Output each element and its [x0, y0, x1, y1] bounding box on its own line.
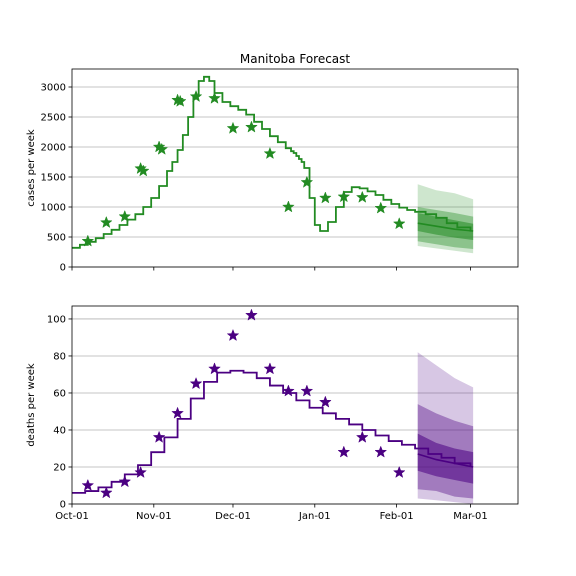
deaths-observed-point — [208, 362, 221, 375]
deaths-panel: 0 20 40 60 80 100 Oct-01 Nov-01 Dec-01 Jan-01 Feb-… — [26, 305, 519, 522]
deaths-observed-point — [189, 377, 203, 390]
deaths-observed-point — [318, 395, 332, 408]
deaths-observed-point — [118, 475, 132, 488]
deaths-plot-frame — [71, 305, 519, 505]
chart-title: Manitoba Forecast — [240, 52, 351, 66]
deaths-model-line — [72, 369, 472, 494]
cases-y-axis-label: cases per week — [26, 129, 37, 207]
cases-observed-point — [337, 190, 351, 203]
cases-observed-point — [245, 120, 258, 133]
deaths-observed-point — [300, 384, 314, 397]
deaths-x-tick-label: Jan-01 — [298, 511, 331, 522]
cases-observed-point — [81, 234, 95, 247]
deaths-observed-point — [282, 384, 295, 397]
cases-plot-frame — [71, 68, 519, 268]
cases-observed-point — [300, 175, 314, 188]
cases-observed-point — [208, 91, 221, 104]
deaths-observed-point — [245, 308, 258, 321]
cases-observed-point — [374, 201, 388, 214]
deaths-y-tick-label: 40 — [53, 425, 66, 436]
deaths-y-tick-label: 80 — [53, 351, 66, 362]
deaths-x-tick-label: Dec-01 — [215, 511, 251, 522]
deaths-observed-point — [226, 328, 240, 342]
cases-observed-point — [318, 191, 332, 204]
deaths-observed-point — [152, 430, 166, 443]
cases-observed-point — [155, 142, 169, 155]
cases-observed-point — [99, 215, 113, 229]
deaths-observed-point — [337, 445, 351, 458]
deaths-observed-point — [374, 445, 388, 458]
deaths-forecast-median-line — [417, 453, 474, 468]
deaths-observed-point — [99, 486, 113, 499]
cases-observed-point — [263, 146, 277, 160]
cases-observed-point — [355, 190, 369, 203]
cases-forecast-median-line — [417, 222, 474, 232]
deaths-x-tick-label: Mar-01 — [453, 511, 488, 522]
deaths-y-tick-label: 100 — [47, 314, 66, 325]
deaths-observed-point — [134, 465, 147, 478]
deaths-y-tick-label: 20 — [53, 462, 66, 473]
deaths-observed-point — [355, 430, 369, 443]
deaths-y-tick-label: 0 — [60, 500, 66, 511]
deaths-observed-point — [263, 362, 277, 375]
deaths-y-tick-label: 60 — [53, 388, 66, 399]
cases-y-tick-label: 1000 — [41, 203, 66, 214]
deaths-observed-point — [392, 465, 406, 478]
cases-observed-point — [173, 94, 187, 107]
deaths-x-tick-label: Feb-01 — [380, 511, 414, 522]
cases-y-tick-label: 2000 — [41, 143, 66, 154]
cases-y-tick-label: 500 — [47, 233, 66, 244]
cases-observed-point — [392, 217, 406, 230]
cases-y-tick-label: 1500 — [41, 173, 66, 184]
cases-observed-point — [118, 209, 132, 223]
cases-observed-point — [226, 121, 240, 134]
cases-y-tick-label: 2500 — [41, 113, 66, 124]
cases-model-line — [72, 75, 472, 249]
cases-observed-point — [282, 200, 295, 213]
deaths-x-tick-label: Nov-01 — [136, 511, 172, 522]
deaths-x-tick-label: Oct-01 — [55, 511, 89, 522]
cases-observed-point — [189, 89, 203, 103]
deaths-y-axis-label: deaths per week — [26, 363, 37, 447]
cases-y-tick-label: 3000 — [41, 83, 66, 94]
deaths-observed-point — [171, 406, 184, 419]
deaths-observed-point — [81, 478, 95, 491]
cases-y-tick-label: 0 — [60, 263, 66, 274]
cases-forecast-inner-band — [417, 213, 474, 240]
deaths-forecast-inner-band — [417, 433, 474, 484]
cases-panel: Manitoba Forecast 0 500 1000 1500 2000 2500 30… — [26, 52, 519, 274]
cases-observed-point — [136, 164, 150, 177]
